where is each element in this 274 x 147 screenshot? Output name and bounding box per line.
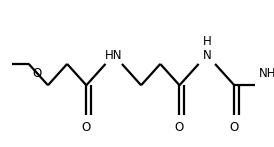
Text: NH₂: NH₂	[259, 67, 274, 80]
Text: O: O	[230, 121, 239, 134]
Text: O: O	[32, 67, 42, 80]
Text: O: O	[82, 121, 91, 134]
Text: O: O	[175, 121, 184, 134]
Text: H: H	[202, 35, 211, 48]
Text: HN: HN	[105, 49, 122, 62]
Text: N: N	[202, 49, 211, 62]
